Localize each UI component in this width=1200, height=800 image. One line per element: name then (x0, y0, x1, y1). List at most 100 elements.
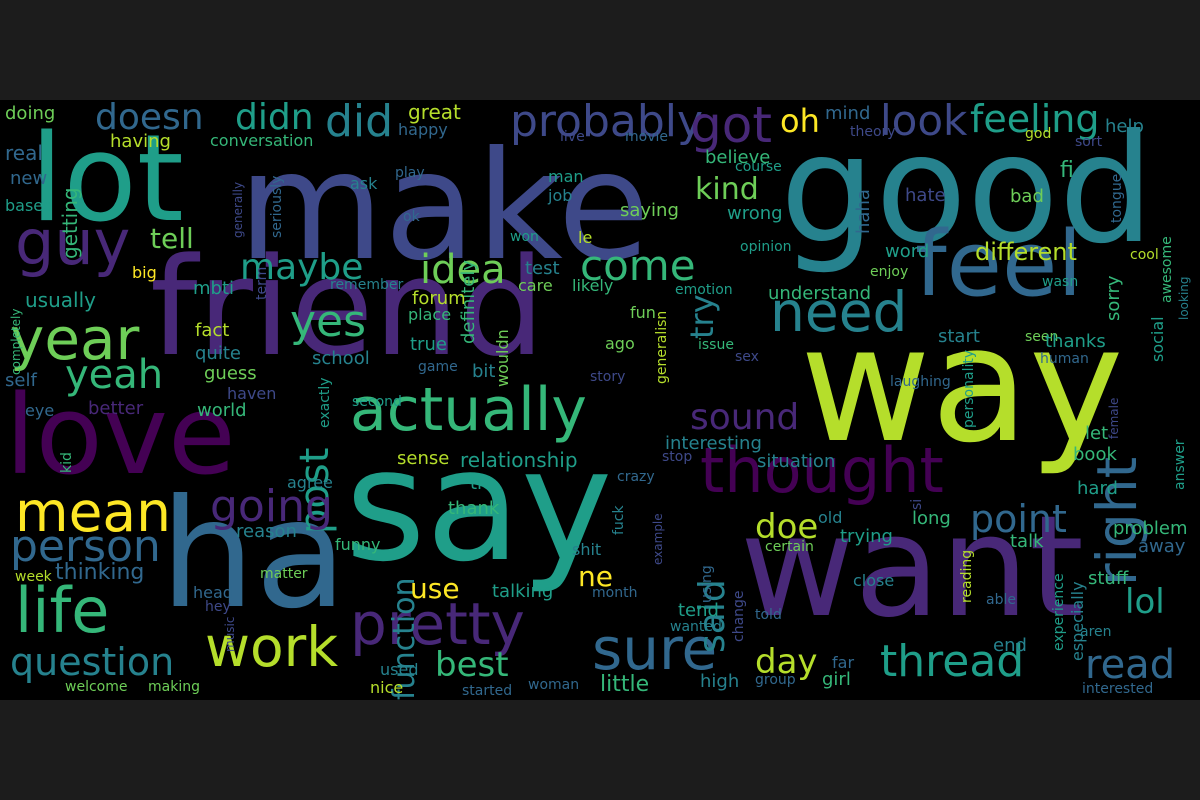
word-theory: theory (850, 124, 896, 140)
word-doing: doing (5, 103, 56, 124)
word-bad: bad (1010, 186, 1044, 207)
word-shit: shit (572, 540, 602, 559)
word-going: going (210, 481, 333, 532)
word-thank: thank (448, 498, 500, 519)
word-work: work (205, 615, 339, 679)
word-reason: reason (236, 521, 297, 542)
word-come: come (580, 241, 696, 290)
word-live: live (560, 129, 585, 145)
word-crazy: crazy (617, 469, 655, 485)
word-guess: guess (204, 363, 257, 384)
word-forum: forum (412, 288, 466, 309)
word-person: person (10, 521, 161, 572)
word-help: help (1105, 116, 1144, 137)
word-happy: happy (398, 120, 448, 139)
word-making: making (148, 679, 200, 695)
word-head: head (193, 583, 233, 602)
word-great: great (408, 100, 461, 124)
word-play: play (395, 165, 425, 181)
word-relationship: relationship (460, 448, 578, 472)
word-real: real (5, 141, 43, 165)
word-tongue: tongue (1109, 173, 1125, 223)
word-talking: talking (492, 581, 554, 602)
word-looking: looking (1177, 276, 1191, 320)
word-big: big (132, 263, 157, 282)
word-let: let (1085, 423, 1109, 444)
word-fun: fun (630, 303, 656, 322)
word-interesting: interesting (665, 433, 762, 454)
word-generalisn: generalisn (654, 310, 670, 384)
word-man: man (548, 167, 584, 186)
word-best: best (435, 645, 509, 685)
word-probably: probably (510, 100, 704, 147)
word-example: example (651, 513, 665, 565)
word-experience: experience (1051, 573, 1067, 651)
word-mind: mind (825, 103, 871, 124)
word-group: group (755, 672, 796, 688)
word-interested: interested (1082, 681, 1154, 697)
word-stop: stop (662, 449, 693, 465)
word-having: having (110, 131, 171, 152)
word-school: school (312, 348, 370, 369)
word-usually: usually (25, 288, 96, 312)
word-based: based (5, 196, 54, 215)
word-remember: remember (330, 277, 404, 293)
word-away: away (1138, 536, 1186, 557)
word-getting: getting (58, 187, 82, 259)
word-likely: likely (572, 276, 614, 295)
word-told: told (755, 607, 782, 623)
word-seriously: seriously (269, 175, 285, 238)
word-wrong: wrong (727, 203, 783, 224)
word-book: book (1073, 444, 1117, 465)
word-hard: hard (1077, 478, 1118, 499)
word-funny: funny (335, 535, 381, 554)
word-thread: thread (880, 636, 1025, 687)
word-question: question (10, 640, 175, 684)
word-cool: cool (1130, 247, 1159, 263)
word-month: month (592, 585, 638, 601)
word-opinion: opinion (740, 239, 792, 255)
word-try: try (683, 294, 721, 339)
word-certain: certain (765, 539, 814, 555)
word-fuck: fuck (611, 505, 627, 535)
word-won: won (510, 229, 539, 245)
word-course: course (735, 159, 782, 175)
word-exactly: exactly (317, 377, 333, 428)
word-trying: trying (840, 526, 893, 547)
word-ask: ask (350, 174, 378, 193)
word-world: world (197, 400, 247, 421)
word-especially: especially (1068, 581, 1087, 661)
word-sorry: sorry (1103, 275, 1124, 321)
word-got: got (690, 100, 772, 154)
word-guy: guy (15, 206, 131, 279)
word-ok: ok (403, 209, 420, 225)
word-self: self (5, 370, 37, 391)
word-true: true (410, 334, 447, 355)
word-look: look (880, 100, 968, 145)
word-doesn: doesn (95, 100, 204, 138)
word-aren: aren (1080, 624, 1112, 640)
word-stuff: stuff (1088, 568, 1129, 589)
word-movie: movie (625, 129, 668, 145)
word-want: want (740, 486, 1084, 649)
word-sex: sex (735, 349, 759, 365)
word-fact: fact (195, 320, 230, 341)
word-week: week (15, 569, 52, 585)
word-way: way (800, 291, 1124, 478)
word-term: term (254, 266, 270, 300)
word-feel: feel (915, 212, 1083, 317)
word-social: social (1148, 316, 1167, 362)
word-feeling: feeling (970, 100, 1100, 141)
word-ago: ago (605, 334, 635, 353)
word-girl: girl (822, 669, 851, 690)
word-did: did (325, 100, 394, 147)
word-doe: doe (755, 507, 819, 547)
word-point: point (970, 497, 1067, 541)
word-care: care (518, 276, 553, 295)
word-kind: kind (695, 172, 759, 207)
word-quite: quite (195, 343, 241, 364)
word-woman: woman (528, 677, 580, 693)
word-thanks: thanks (1045, 331, 1106, 352)
word-fi: fi (1060, 158, 1074, 183)
word-second: second (352, 394, 402, 410)
